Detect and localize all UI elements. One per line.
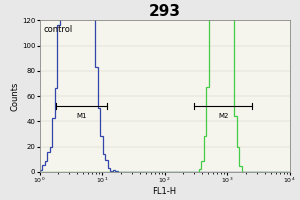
Title: 293: 293 <box>148 4 181 19</box>
Text: M1: M1 <box>76 113 87 119</box>
X-axis label: FL1-H: FL1-H <box>152 187 177 196</box>
Text: control: control <box>44 25 73 34</box>
Y-axis label: Counts: Counts <box>10 81 19 111</box>
Text: M2: M2 <box>218 113 228 119</box>
